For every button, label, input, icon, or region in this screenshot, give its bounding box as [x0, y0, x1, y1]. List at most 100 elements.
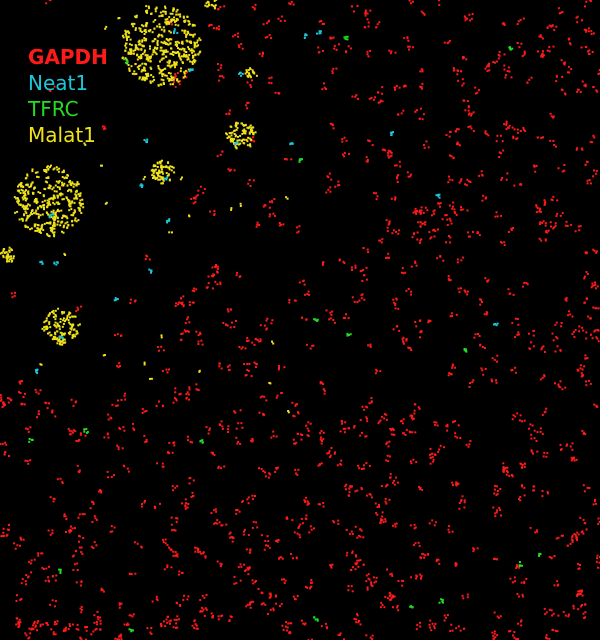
malat1-spot: [143, 176, 146, 178]
malat1-spot: [138, 77, 141, 80]
malat1-spot: [230, 125, 233, 128]
tfrc-spot: [346, 334, 349, 337]
gapdh-spot: [190, 495, 193, 498]
tfrc-spot: [31, 438, 34, 441]
gapdh-spot: [493, 558, 496, 560]
neat1-spot: [166, 221, 169, 224]
gapdh-spot: [213, 522, 216, 525]
malat1-spot: [208, 4, 211, 7]
gapdh-spot: [29, 459, 32, 462]
malat1-spot: [153, 176, 156, 179]
gapdh-spot: [287, 622, 290, 625]
tfrc-spot: [201, 441, 204, 444]
gapdh-spot: [449, 219, 452, 222]
gapdh-spot: [581, 368, 584, 371]
malat1-spot: [169, 31, 172, 34]
gapdh-spot: [170, 516, 173, 519]
gapdh-spot: [381, 100, 384, 103]
gapdh-spot: [129, 302, 132, 304]
gapdh-spot: [470, 114, 473, 117]
gapdh-spot: [351, 296, 354, 299]
gapdh-spot: [345, 529, 348, 531]
neat1-spot: [240, 74, 242, 77]
malat1-spot: [39, 192, 42, 194]
gapdh-spot: [361, 468, 364, 470]
gapdh-spot: [387, 445, 390, 448]
tfrc-spot: [519, 561, 521, 563]
gapdh-spot: [597, 517, 600, 520]
malat1-spot: [166, 61, 169, 64]
gapdh-spot: [377, 101, 380, 104]
gapdh-spot: [300, 619, 303, 622]
malat1-spot: [161, 53, 164, 56]
malat1-spot: [43, 208, 45, 211]
gapdh-spot: [265, 328, 268, 331]
gapdh-spot: [339, 430, 342, 433]
gapdh-spot: [177, 618, 180, 621]
gapdh-spot: [124, 392, 127, 395]
gapdh-spot: [383, 606, 386, 609]
malat1-spot: [121, 34, 124, 37]
malat1-spot: [160, 164, 163, 167]
gapdh-spot: [212, 273, 215, 276]
gapdh-spot: [208, 427, 211, 430]
neat1-spot: [319, 32, 322, 35]
gapdh-spot: [451, 207, 454, 210]
gapdh-spot: [132, 422, 134, 425]
gapdh-spot: [115, 404, 118, 407]
malat1-spot: [157, 84, 160, 87]
gapdh-spot: [272, 435, 275, 438]
malat1-spot: [164, 12, 167, 15]
gapdh-spot: [520, 624, 523, 627]
gapdh-spot: [34, 388, 37, 391]
gapdh-spot: [246, 107, 249, 110]
gapdh-spot: [400, 112, 403, 115]
gapdh-spot: [256, 223, 259, 226]
gapdh-spot: [455, 481, 458, 484]
gapdh-spot: [297, 433, 299, 435]
gapdh-spot: [457, 128, 460, 131]
gapdh-spot: [495, 493, 498, 496]
malat1-spot: [169, 38, 172, 41]
malat1-spot: [29, 228, 32, 231]
gapdh-spot: [176, 555, 179, 558]
gapdh-spot: [466, 209, 469, 212]
gapdh-spot: [549, 112, 552, 115]
gapdh-spot: [393, 483, 396, 486]
gapdh-spot: [319, 382, 322, 385]
malat1-spot: [181, 47, 184, 50]
gapdh-spot: [78, 513, 81, 516]
malat1-spot: [192, 35, 195, 38]
gapdh-spot: [39, 389, 42, 392]
gapdh-spot: [119, 365, 121, 367]
gapdh-spot: [22, 538, 25, 541]
gapdh-spot: [392, 229, 395, 232]
gapdh-spot: [434, 521, 437, 524]
malat1-spot: [145, 73, 148, 76]
gapdh-spot: [353, 10, 355, 13]
gapdh-spot: [124, 398, 127, 401]
malat1-spot: [61, 181, 63, 184]
gapdh-spot: [145, 438, 148, 441]
gapdh-spot: [170, 548, 173, 551]
gapdh-spot: [42, 568, 45, 570]
gapdh-spot: [481, 369, 484, 372]
malat1-spot: [173, 171, 176, 174]
gapdh-spot: [471, 381, 474, 384]
gapdh-spot: [77, 308, 79, 311]
malat1-spot: [67, 189, 69, 192]
neat1-spot: [140, 184, 143, 187]
gapdh-spot: [248, 566, 251, 569]
gapdh-spot: [369, 493, 372, 496]
gapdh-spot: [561, 170, 564, 173]
gapdh-spot: [593, 403, 596, 406]
gapdh-spot: [215, 510, 218, 513]
gapdh-spot: [216, 522, 219, 525]
malat1-spot: [243, 132, 246, 135]
gapdh-spot: [328, 450, 331, 453]
gapdh-spot: [380, 518, 382, 521]
gapdh-spot: [541, 55, 544, 58]
gapdh-spot: [210, 23, 213, 26]
gapdh-spot: [366, 158, 369, 161]
gapdh-spot: [210, 274, 213, 277]
